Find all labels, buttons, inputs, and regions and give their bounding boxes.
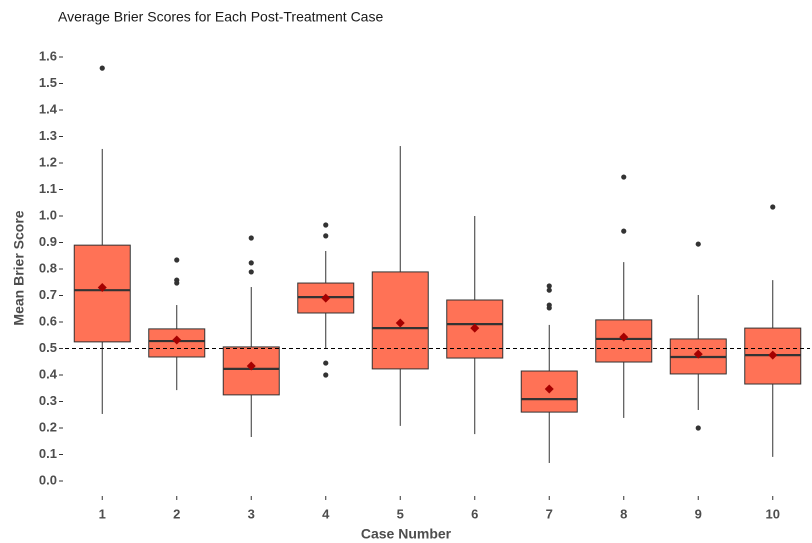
mean-marker [97, 283, 107, 293]
x-tick-label: 2 [173, 506, 180, 521]
mean-marker [693, 349, 703, 359]
y-tick-label: 1.3 [39, 128, 57, 143]
y-tick-label: 1.2 [39, 154, 57, 169]
outlier [248, 269, 254, 275]
y-tick-label: 0.9 [39, 234, 57, 249]
chart-title: Average Brier Scores for Each Post-Treat… [58, 9, 383, 25]
y-tick-label: 0.4 [39, 366, 58, 381]
mean-marker [619, 332, 629, 342]
x-tick-label: 8 [620, 506, 627, 521]
outlier [695, 425, 701, 431]
x-tick-label: 7 [546, 506, 553, 521]
outlier [174, 280, 180, 286]
mean-marker [172, 335, 182, 345]
y-tick-label: 1.6 [39, 48, 57, 63]
mean-marker [470, 323, 480, 333]
y-tick-label: 1.0 [39, 207, 57, 222]
outlier [770, 204, 776, 210]
outlier [323, 360, 329, 366]
x-tick-label: 5 [397, 506, 404, 521]
mean-marker [768, 350, 778, 360]
y-axis-title: Mean Brier Score [11, 210, 27, 325]
box [222, 346, 280, 396]
outlier [323, 233, 329, 239]
mean-marker [544, 384, 554, 394]
x-axis-title: Case Number [361, 526, 452, 542]
x-tick-label: 9 [695, 506, 702, 521]
outlier [323, 222, 329, 228]
outlier [248, 260, 254, 266]
y-tick-label: 0.7 [39, 287, 57, 302]
y-tick-label: 0.8 [39, 260, 57, 275]
x-tick-label: 1 [99, 506, 106, 521]
y-tick-label: 0.5 [39, 340, 57, 355]
y-tick-label: 1.1 [39, 181, 57, 196]
outlier [546, 287, 552, 293]
outlier [323, 372, 329, 378]
outlier [695, 241, 701, 247]
x-tick-label: 3 [248, 506, 255, 521]
mean-marker [246, 361, 256, 371]
outlier [621, 228, 627, 234]
y-tick-label: 0.0 [39, 472, 57, 487]
x-tick-label: 6 [471, 506, 478, 521]
mean-marker [395, 318, 405, 328]
y-tick-label: 1.5 [39, 75, 57, 90]
x-tick-label: 10 [766, 506, 780, 521]
y-tick-label: 0.6 [39, 313, 57, 328]
outlier [546, 283, 552, 289]
outlier [621, 174, 627, 180]
x-tick-label: 4 [322, 506, 330, 521]
y-tick-label: 0.2 [39, 419, 57, 434]
outlier [99, 65, 105, 71]
y-tick-label: 0.3 [39, 393, 57, 408]
outlier [248, 235, 254, 241]
box [73, 244, 131, 343]
mean-marker [321, 293, 331, 303]
y-tick-label: 0.1 [39, 446, 57, 461]
outlier [546, 305, 552, 311]
y-tick-label: 1.4 [39, 101, 58, 116]
outlier [174, 257, 180, 263]
